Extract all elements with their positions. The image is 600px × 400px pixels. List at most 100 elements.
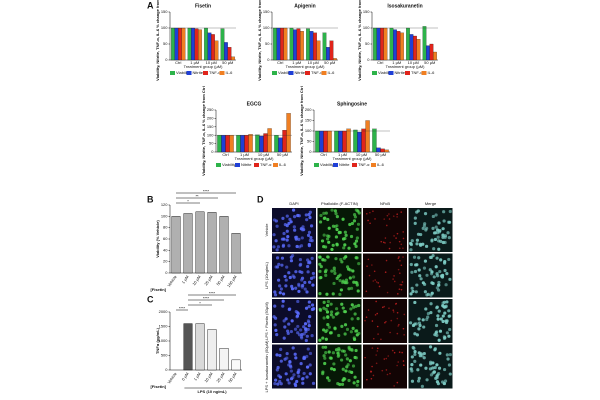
cell <box>439 258 443 262</box>
cell <box>275 368 279 372</box>
cell <box>447 334 451 338</box>
legend-swatch <box>314 163 319 167</box>
x-tick-label: 1 µM <box>180 274 189 284</box>
bar <box>273 27 277 61</box>
row-label: LPS + Fisetin (50µM) <box>264 301 269 339</box>
cell <box>290 287 295 291</box>
bar <box>255 134 260 153</box>
cell <box>331 315 335 319</box>
cell <box>435 363 439 367</box>
cell <box>372 374 375 377</box>
cell <box>422 266 427 270</box>
cell <box>392 311 395 313</box>
cell <box>301 376 305 381</box>
cell <box>291 274 295 278</box>
cell <box>326 217 330 222</box>
bar <box>217 135 222 153</box>
cell <box>286 234 290 239</box>
cell <box>376 312 378 315</box>
cell <box>284 372 288 376</box>
cell <box>351 269 355 273</box>
cell <box>289 220 293 224</box>
cell <box>341 306 345 310</box>
cell <box>388 307 390 309</box>
cell <box>334 307 339 311</box>
cell <box>428 367 433 371</box>
cell <box>330 269 334 273</box>
cell <box>413 322 417 326</box>
cell <box>355 283 359 287</box>
cell <box>370 377 373 380</box>
cell <box>276 382 280 386</box>
cell <box>278 379 282 384</box>
cell <box>339 288 344 292</box>
cell <box>355 227 359 231</box>
cell <box>294 356 298 360</box>
bar <box>406 27 410 61</box>
cells <box>318 208 361 252</box>
bar <box>376 147 381 153</box>
bar <box>283 27 288 61</box>
cell <box>418 274 422 278</box>
cell <box>327 226 331 230</box>
cell <box>392 215 395 217</box>
y-axis-label: Viability, Nitrite, TNF-α, IL-6 % change… <box>299 86 304 176</box>
cell <box>307 242 311 247</box>
x-tick-label: 10 µM <box>308 60 319 65</box>
cell <box>373 270 376 273</box>
y-tick-label: 100 <box>305 128 312 133</box>
cell <box>429 310 433 315</box>
cell <box>318 262 322 266</box>
cell <box>437 372 441 376</box>
bar <box>373 27 377 61</box>
cell <box>383 305 386 308</box>
cell <box>420 354 424 358</box>
row-label: LPS (10ng/mL) <box>264 261 269 289</box>
cell <box>308 315 312 319</box>
cell <box>336 381 340 386</box>
cell <box>375 300 377 303</box>
cell <box>393 235 395 237</box>
cell <box>380 240 383 243</box>
cell <box>318 338 322 342</box>
cell <box>371 264 373 266</box>
cell <box>285 351 289 356</box>
x-tick-label: 50 µM <box>222 60 233 65</box>
cell <box>395 237 397 239</box>
legend-label: Nitrite <box>295 70 306 75</box>
cell <box>410 286 414 290</box>
cell <box>443 259 447 264</box>
legend-label: TNF-α <box>260 162 272 167</box>
cell <box>322 328 326 332</box>
y-tick-label: 50 <box>307 139 312 144</box>
cell <box>289 369 293 373</box>
bar <box>322 32 327 61</box>
cell <box>280 256 285 260</box>
cell <box>280 263 284 267</box>
cell <box>327 325 331 329</box>
cell <box>308 372 312 376</box>
cell <box>443 367 447 372</box>
cell <box>435 330 439 334</box>
cell <box>399 259 401 262</box>
cell <box>444 320 449 325</box>
cell <box>326 323 330 327</box>
bar <box>429 43 434 61</box>
cell <box>318 292 322 296</box>
cell <box>438 329 443 333</box>
cell <box>340 358 344 362</box>
cell <box>331 243 335 247</box>
cell <box>302 371 306 376</box>
bar <box>353 129 358 153</box>
cell <box>388 218 391 220</box>
cell <box>417 317 421 321</box>
cell <box>272 218 277 222</box>
cell <box>444 283 448 287</box>
cell <box>325 310 330 314</box>
significance-label: **** <box>179 306 186 311</box>
cell <box>424 366 428 370</box>
cell <box>422 325 426 329</box>
bar <box>400 32 404 61</box>
bar <box>219 216 229 274</box>
legend-swatch <box>352 163 357 167</box>
